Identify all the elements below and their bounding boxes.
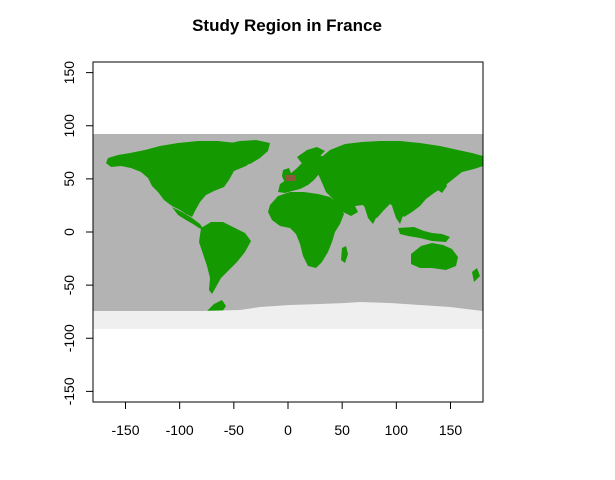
land-asia	[316, 141, 483, 218]
y-tick-label: -50	[61, 275, 77, 295]
land-madagascar	[341, 246, 348, 263]
land-layer	[106, 140, 483, 312]
land-australia	[411, 243, 458, 270]
x-tick-label: -150	[111, 422, 139, 438]
land-south-america	[199, 222, 251, 294]
y-tick-label: -150	[61, 377, 77, 405]
x-tick-label: 0	[284, 422, 292, 438]
land-greenland	[226, 140, 270, 164]
land-indonesia	[398, 227, 450, 242]
land-antarctica	[93, 302, 483, 329]
land-southeast-asia	[392, 205, 404, 224]
study-region-france	[285, 175, 296, 181]
x-tick-label: 50	[334, 422, 350, 438]
land-antarctic-coast	[206, 300, 226, 312]
x-tick-label: 100	[385, 422, 409, 438]
y-tick-label: 50	[61, 171, 77, 187]
land-japan	[438, 178, 447, 193]
x-axis: -150 -100 -50 0 50 100 150	[111, 401, 463, 438]
y-tick-label: 150	[61, 61, 77, 85]
x-tick-label: -100	[166, 422, 194, 438]
land-north-america	[106, 141, 262, 217]
plot-title: Study Region in France	[192, 16, 382, 35]
y-tick-label: 0	[61, 228, 77, 236]
land-central-america	[172, 207, 204, 230]
y-tick-label: 100	[61, 114, 77, 138]
land-africa	[268, 192, 344, 268]
land-india	[363, 200, 383, 224]
plot-region	[93, 134, 483, 329]
land-new-zealand	[472, 268, 480, 282]
land-scandinavia	[297, 147, 325, 165]
x-tick-label: 150	[439, 422, 463, 438]
x-tick-label: -50	[224, 422, 244, 438]
land-arabia	[334, 196, 358, 216]
y-tick-label: -100	[61, 324, 77, 352]
y-axis: -150 -100 -50 0 50 100 150	[61, 61, 94, 405]
